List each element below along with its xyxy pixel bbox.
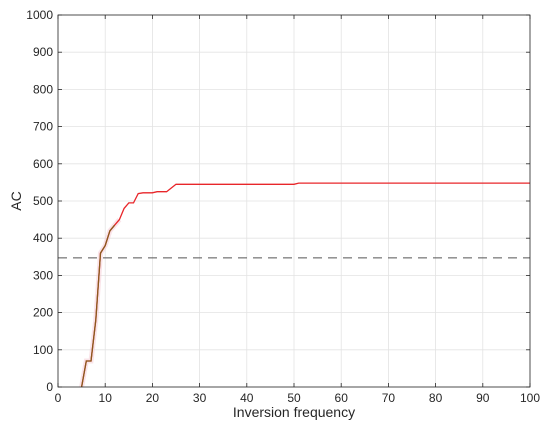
y-tick-label: 700 bbox=[33, 120, 53, 134]
y-tick-label: 900 bbox=[33, 45, 53, 59]
x-tick-label: 100 bbox=[520, 391, 540, 405]
y-tick-label: 100 bbox=[33, 343, 53, 357]
y-tick-label: 400 bbox=[33, 231, 53, 245]
y-tick-label: 800 bbox=[33, 82, 53, 96]
x-tick-label: 10 bbox=[99, 391, 113, 405]
x-tick-label: 20 bbox=[146, 391, 160, 405]
y-tick-label: 500 bbox=[33, 194, 53, 208]
x-tick-label: 80 bbox=[429, 391, 443, 405]
series-group bbox=[79, 182, 530, 388]
x-tick-label: 60 bbox=[335, 391, 349, 405]
x-axis: 0 10 20 30 40 50 60 70 80 90 100 bbox=[55, 15, 540, 405]
x-tick-label: 0 bbox=[55, 391, 62, 405]
x-tick-label: 50 bbox=[287, 391, 301, 405]
y-tick-label: 200 bbox=[33, 306, 53, 320]
y-tick-label: 600 bbox=[33, 157, 53, 171]
x-tick-label: 70 bbox=[382, 391, 396, 405]
x-tick-label: 40 bbox=[240, 391, 254, 405]
x-axis-label: Inversion frequency bbox=[233, 404, 355, 420]
series-line-early bbox=[80, 224, 116, 388]
x-tick-label: 90 bbox=[476, 391, 490, 405]
y-tick-label: 0 bbox=[46, 380, 53, 394]
y-axis: 0 100 200 300 400 500 600 700 800 900 1000 bbox=[26, 8, 530, 394]
y-tick-label: 300 bbox=[33, 268, 53, 282]
y-axis-label: AC bbox=[8, 191, 24, 210]
x-tick-label: 30 bbox=[193, 391, 207, 405]
y-tick-label: 1000 bbox=[26, 8, 53, 22]
